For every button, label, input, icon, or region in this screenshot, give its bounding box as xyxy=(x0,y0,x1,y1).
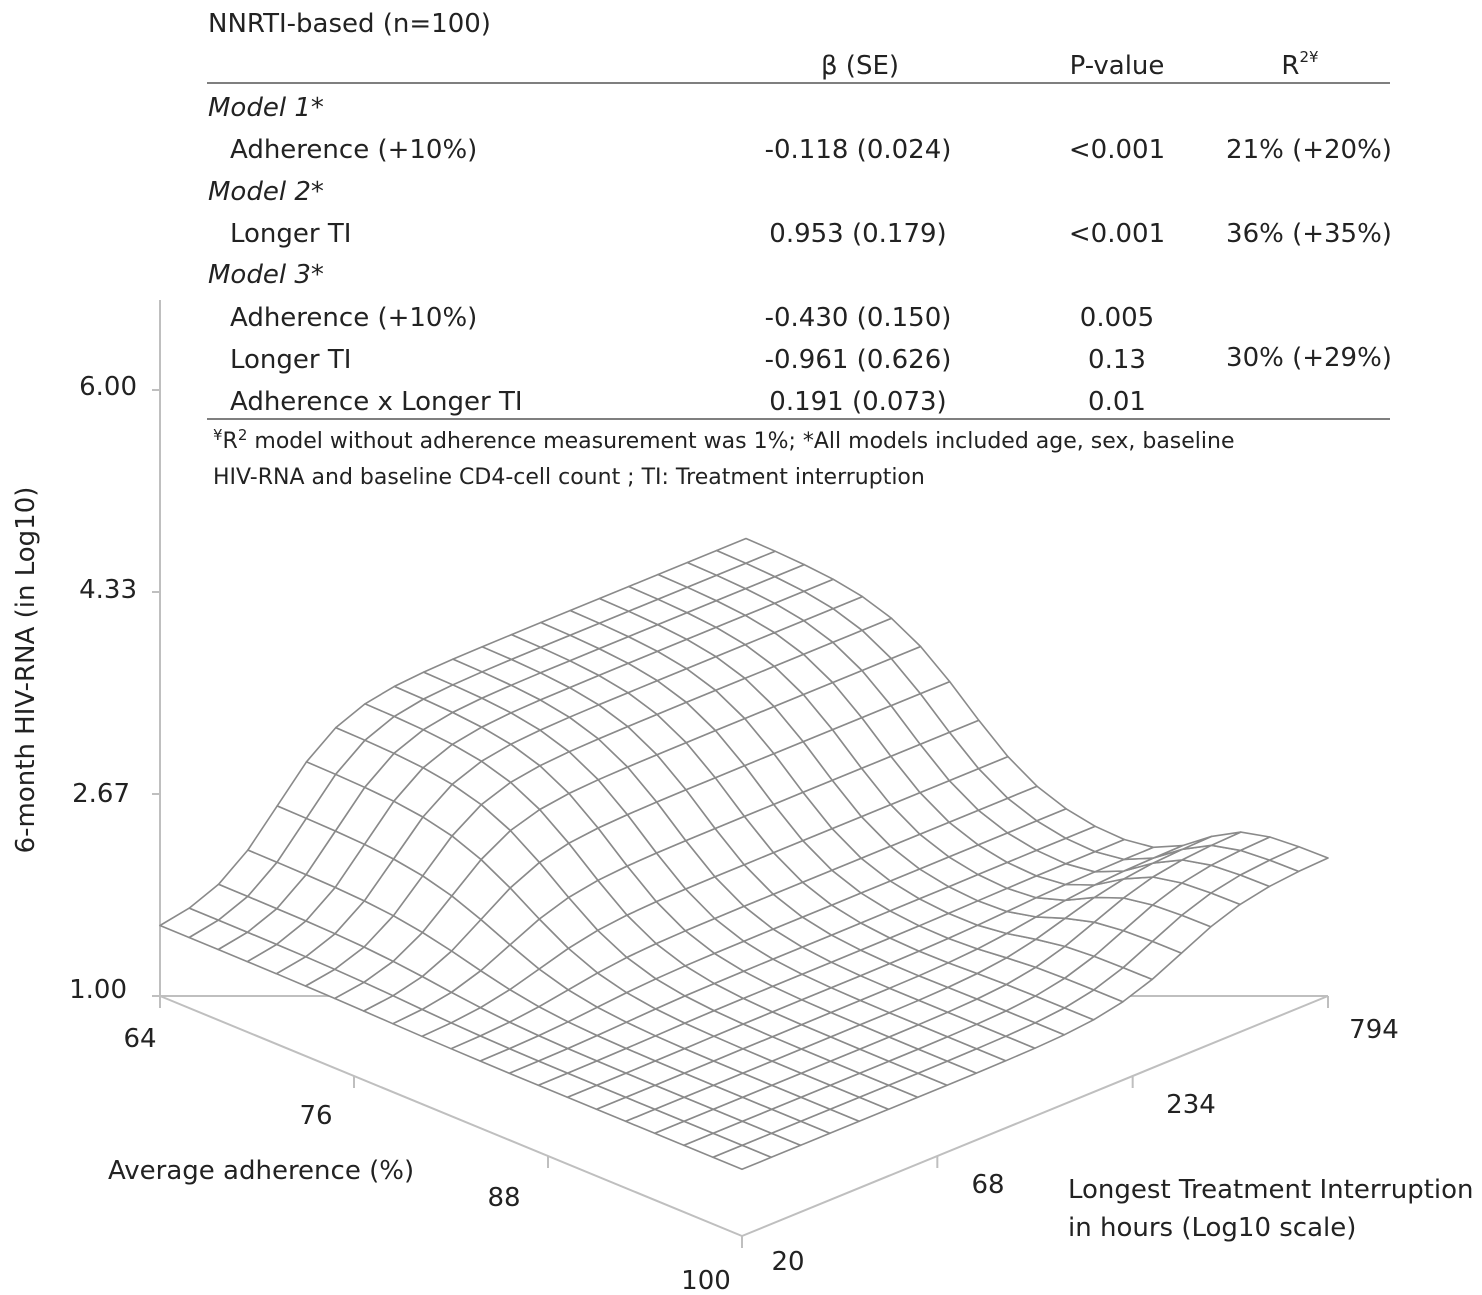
table-row-label: Model 1* xyxy=(208,93,324,123)
z-tick-label: 2.67 xyxy=(72,779,130,809)
table-rows: Model 1* Adherence (+10%) -0.118 (0.024)… xyxy=(208,93,1392,417)
ti-tick-labels: 20 68 234 794 xyxy=(771,1015,1398,1277)
table-row-r2: 30% (+29%) xyxy=(1226,343,1392,373)
ti-tick-label: 234 xyxy=(1166,1090,1216,1120)
z-tick-label: 4.33 xyxy=(79,575,137,605)
table-row-beta: 0.191 (0.073) xyxy=(769,387,946,417)
z-tick-label: 6.00 xyxy=(79,372,137,402)
results-table: NNRTI-based (n=100) β (SE) P-value R2¥ M… xyxy=(207,9,1392,490)
ti-tick-label: 794 xyxy=(1349,1015,1399,1045)
table-row-beta: -0.961 (0.626) xyxy=(765,345,952,375)
table-row-beta: -0.430 (0.150) xyxy=(765,303,952,333)
table-row-label: Adherence (+10%) xyxy=(230,135,477,165)
ti-tick-label: 68 xyxy=(971,1170,1004,1200)
header-pvalue: P-value xyxy=(1070,51,1165,81)
axis-ticks xyxy=(152,389,1329,1248)
header-r2-sup: 2¥ xyxy=(1299,48,1318,66)
z-tick-label: 1.00 xyxy=(69,975,127,1005)
table-row-p: <0.001 xyxy=(1069,135,1165,165)
table-footnote-line1: ¥R2 model without adherence measurement … xyxy=(213,426,1235,454)
surface-cell xyxy=(715,537,776,565)
ti-tick-label: 20 xyxy=(771,1247,804,1277)
table-row-beta: 0.953 (0.179) xyxy=(769,219,946,249)
table-row-beta: -0.118 (0.024) xyxy=(765,135,952,165)
table-row-label: Model 3* xyxy=(208,260,324,290)
ti-axis-line xyxy=(741,995,1329,1237)
table-row-label: Model 2* xyxy=(208,177,324,207)
header-r2: R2¥ xyxy=(1281,48,1318,81)
header-beta: β (SE) xyxy=(821,51,899,81)
table-row-p: 0.13 xyxy=(1088,345,1146,375)
table-row-r2: 36% (+35%) xyxy=(1226,219,1392,249)
adherence-tick-label: 64 xyxy=(123,1024,156,1054)
ti-axis-label-line2: in hours (Log10 scale) xyxy=(1068,1213,1356,1243)
z-axis-label: 6-month HIV-RNA (in Log10) xyxy=(11,487,41,854)
table-row-r2: 21% (+20%) xyxy=(1226,135,1392,165)
z-tick-labels: 6.00 4.33 2.67 1.00 xyxy=(69,372,137,1005)
table-row-p: 0.01 xyxy=(1088,387,1146,417)
table-row-label: Adherence (+10%) xyxy=(230,303,477,333)
table-row-label: Longer TI xyxy=(230,219,351,249)
adherence-tick-labels: 64 76 88 100 xyxy=(123,1024,730,1295)
table-title: NNRTI-based (n=100) xyxy=(208,9,491,39)
table-row-p: 0.005 xyxy=(1080,303,1154,333)
table-row-p: <0.001 xyxy=(1069,219,1165,249)
adherence-axis-line xyxy=(159,995,743,1237)
surface-mesh xyxy=(159,537,1329,1171)
footnote-r: R xyxy=(223,429,238,454)
footnote-text: model without adherence measurement was … xyxy=(247,429,1234,454)
footnote-sup: ¥ xyxy=(213,426,223,444)
table-footnote-line2: HIV-RNA and baseline CD4-cell count ; TI… xyxy=(213,465,925,490)
adherence-tick-label: 88 xyxy=(487,1183,520,1213)
ti-axis-label-line1: Longest Treatment Interruption xyxy=(1068,1175,1474,1205)
table-row-label: Adherence x Longer TI xyxy=(230,387,523,417)
header-r2-base: R xyxy=(1281,51,1299,81)
table-row-label: Longer TI xyxy=(230,345,351,375)
adherence-tick-label: 76 xyxy=(299,1101,332,1131)
adherence-tick-label: 100 xyxy=(681,1266,731,1295)
footnote-r-sup: 2 xyxy=(238,426,248,444)
adherence-axis-label: Average adherence (%) xyxy=(108,1156,414,1186)
